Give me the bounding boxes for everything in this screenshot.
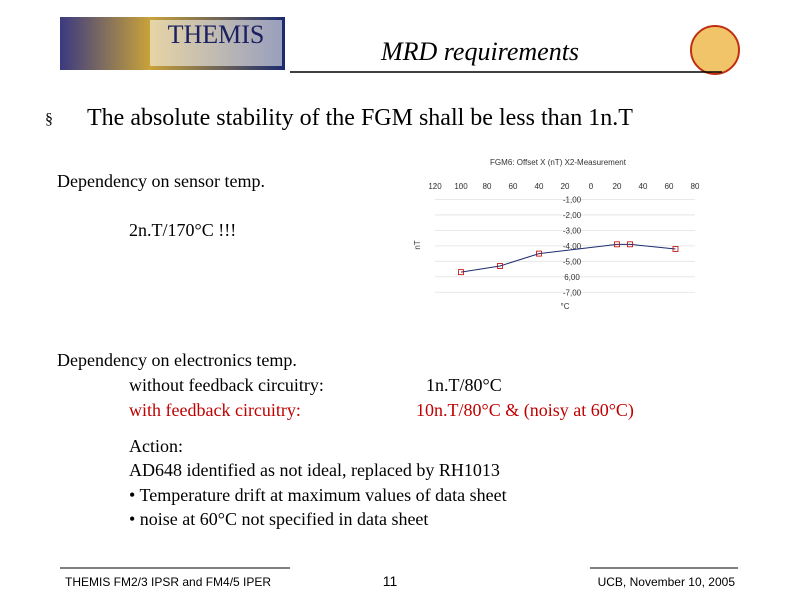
x-tick-label: 60 [665,182,674,191]
y-axis-label: nT [413,240,422,249]
electronics-heading: Dependency on electronics temp. [57,350,297,370]
data-line [460,243,676,273]
bullet: § [45,111,53,128]
chart: FGM6: Offset X (nT) X2-Measurement nT °C… [413,158,700,311]
row-value: 10n.T/80°C & (noisy at 60°C) [416,400,634,421]
x-tick-label: 20 [561,182,570,191]
slide-title: MRD requirements [380,37,579,66]
row-value: 1n.T/80°C [426,375,502,395]
x-axis-label: °C [561,302,570,311]
footer-right: UCB, November 10, 2005 [598,575,736,589]
y-tick-label: -7,00 [563,288,582,297]
x-tick-label: 60 [509,182,518,191]
footer-left: THEMIS FM2/3 IPSR and FM4/5 IPER [65,575,271,589]
x-tick-label: 40 [535,182,544,191]
action-line: • noise at 60°C not specified in data sh… [129,509,428,529]
row-label: without feedback circuitry: [129,375,324,395]
sensor-value: 2n.T/170°C !!! [129,220,236,240]
y-tick-label: -3,00 [563,226,582,235]
data-point [536,250,542,257]
action-line: Action: [129,436,183,456]
action-line: AD648 identified as not ideal, replaced … [129,460,500,480]
y-tick-label: -4,00 [563,242,582,251]
data-point [614,241,620,248]
y-tick-label: -2,00 [563,211,582,220]
x-tick-label: 120 [428,182,442,191]
y-tick-label: -5,00 [563,257,582,266]
x-tick-label: 80 [691,182,700,191]
x-tick-label: 20 [613,182,622,191]
action-line: • Temperature drift at maximum values of… [129,485,507,505]
x-tick-label: 100 [454,182,468,191]
page-number: 11 [383,573,398,589]
x-tick-label: 40 [639,182,648,191]
x-tick-label: 0 [589,182,594,191]
y-tick-label: -1,00 [563,195,582,204]
data-point [458,269,464,276]
bullet-text: The absolute stability of the FGM shall … [87,105,633,131]
chart-title: FGM6: Offset X (nT) X2-Measurement [490,158,627,167]
mission-patch [690,25,740,75]
data-point [672,246,679,252]
logo-panel [150,20,282,66]
sensor-heading: Dependency on sensor temp. [57,171,265,191]
data-point [497,263,503,269]
row-label: with feedback circuitry: [129,400,301,420]
logo-text: THEMIS [168,20,265,49]
x-tick-label: 80 [483,182,492,191]
data-point [627,241,633,248]
y-tick-label: 6,00 [564,273,580,282]
